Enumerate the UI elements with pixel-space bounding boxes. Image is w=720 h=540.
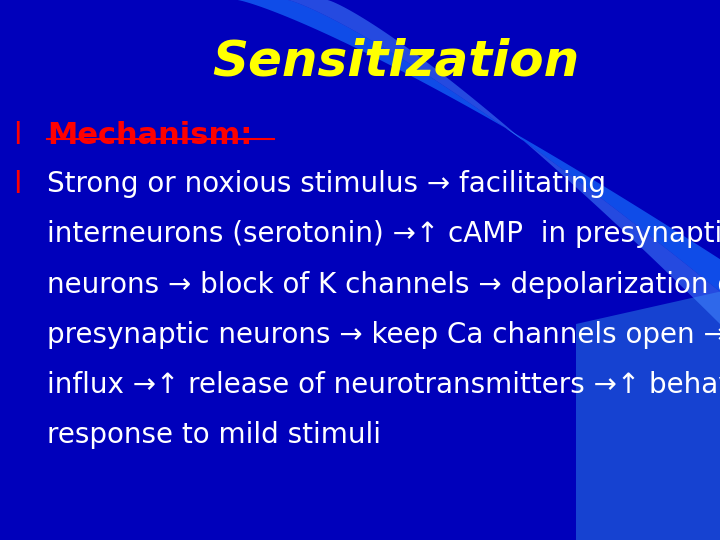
Polygon shape (238, 0, 720, 292)
Text: l: l (13, 170, 22, 199)
Text: response to mild stimuli: response to mild stimuli (47, 421, 381, 449)
Text: Sensitization: Sensitization (212, 38, 580, 86)
Text: Strong or noxious stimulus → facilitating: Strong or noxious stimulus → facilitatin… (47, 170, 606, 198)
Text: neurons → block of K channels → depolarization of: neurons → block of K channels → depolari… (47, 271, 720, 299)
Polygon shape (288, 0, 720, 324)
Polygon shape (576, 292, 720, 540)
Text: interneurons (serotonin) →↑ cAMP  in presynaptic: interneurons (serotonin) →↑ cAMP in pres… (47, 220, 720, 248)
Text: l: l (13, 122, 22, 151)
Text: influx →↑ release of neurotransmitters →↑ behavioral: influx →↑ release of neurotransmitters →… (47, 371, 720, 399)
Text: presynaptic neurons → keep Ca channels open →↑ Ca: presynaptic neurons → keep Ca channels o… (47, 321, 720, 349)
Text: Mechanism:: Mechanism: (47, 122, 252, 151)
